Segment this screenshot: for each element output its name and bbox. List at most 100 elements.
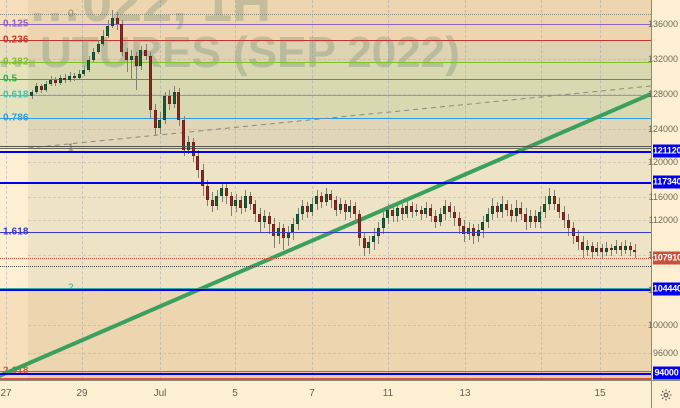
fib-line-2.618[interactable]	[0, 371, 651, 372]
gear-icon[interactable]	[659, 388, 673, 402]
candle-body	[552, 196, 556, 204]
date-tick-Jul: Jul	[153, 388, 167, 399]
candle-body	[367, 242, 371, 248]
candle-body	[405, 206, 409, 214]
candle-body	[486, 214, 489, 222]
support-blue-ray[interactable]	[0, 289, 651, 291]
candle-body	[528, 216, 532, 222]
candle-body	[467, 228, 470, 234]
candle-body	[547, 196, 551, 204]
hgrid-3	[28, 129, 651, 130]
candle-body	[533, 216, 537, 222]
fib-line-0.236[interactable]	[0, 40, 651, 41]
fib-line-0.618[interactable]	[0, 95, 651, 96]
vgrid-7	[541, 0, 542, 380]
candle-body	[395, 208, 399, 216]
price-badge-104440[interactable]: 104440	[653, 282, 680, 296]
bottom-blue-ray[interactable]	[0, 373, 651, 375]
lower-blue-ray[interactable]	[0, 182, 651, 184]
candle-wick	[131, 50, 133, 80]
candle-body	[462, 226, 466, 234]
fib-line-2[interactable]	[0, 288, 651, 289]
candle-body	[106, 26, 109, 36]
date-axis[interactable]: 27 29 Jul 5 7 11 13 15	[0, 380, 651, 408]
candle-body	[609, 248, 613, 250]
price-badge-121120[interactable]: 121120	[653, 144, 680, 158]
candle-body	[500, 204, 504, 212]
candle-body	[243, 196, 247, 208]
date-tick-11: 11	[382, 388, 394, 399]
fib-line-1[interactable]	[0, 148, 651, 149]
candle-body	[319, 196, 323, 202]
bottom-red-ray[interactable]	[0, 378, 651, 380]
fib-line-0[interactable]	[0, 14, 651, 15]
candle-body	[452, 212, 456, 218]
candle-body	[448, 206, 451, 212]
vgrid-6	[465, 0, 466, 380]
upper-dark-ray[interactable]	[0, 146, 651, 147]
candle-body	[267, 216, 271, 224]
candle-body	[429, 208, 432, 216]
trendline-overlay	[0, 85, 651, 378]
mid-blue-ray[interactable]	[0, 232, 651, 233]
candle-body	[576, 236, 580, 242]
candlestick-series	[30, 10, 637, 258]
candle-body	[87, 60, 90, 70]
candle-body	[148, 56, 152, 110]
candle-body	[167, 96, 171, 104]
price-tick-112000: 112000	[648, 215, 678, 225]
candle-body	[505, 204, 508, 210]
date-tick-27: 27	[0, 388, 12, 399]
candle-body	[391, 210, 394, 216]
candle-body	[619, 246, 622, 250]
candle-body	[158, 120, 162, 128]
last-price-ray[interactable]	[0, 258, 651, 259]
candle-body	[215, 196, 219, 206]
secondary-ray[interactable]	[0, 266, 651, 267]
candle-body	[281, 228, 285, 238]
fib-label-0.236: 0.236	[3, 34, 29, 46]
price-badge-94000[interactable]: 94000	[653, 366, 680, 380]
fib-line-0.125[interactable]	[0, 24, 651, 25]
candle-body	[348, 206, 352, 212]
upper-blue-ray[interactable]	[0, 151, 651, 153]
price-badge-107910[interactable]: 107910	[653, 251, 680, 265]
fib-label-1: 1	[68, 142, 74, 154]
hgrid-10	[28, 353, 651, 354]
fib-label-0.125: 0.125	[3, 18, 29, 30]
chart-plot-area[interactable]: …022, 1H …UTURES (SEP 2022) 0 0.125 0.236 0…	[0, 0, 651, 380]
candle-body	[338, 204, 342, 210]
fib-zone-1	[0, 40, 651, 62]
fib-line-0.5[interactable]	[0, 79, 651, 80]
candle-body	[353, 206, 356, 214]
fib-label-0.786: 0.786	[3, 112, 29, 124]
price-tick-132000: 132000	[647, 54, 678, 64]
candle-body	[305, 206, 309, 212]
candle-body	[229, 196, 233, 206]
candle-body	[196, 156, 200, 170]
candle-body	[68, 76, 71, 80]
chart-settings-button[interactable]	[651, 380, 680, 408]
candle-body	[595, 248, 599, 252]
candle-body	[291, 224, 295, 232]
candle-body	[182, 120, 185, 150]
candle-body	[357, 214, 361, 238]
candle-body	[224, 188, 228, 196]
fib-zone-2	[0, 62, 651, 118]
price-badge-117340[interactable]: 117340	[653, 175, 680, 189]
vgrid-1	[82, 0, 83, 380]
candle-body	[581, 242, 584, 250]
candle-body	[134, 56, 138, 66]
vgrid-2	[160, 0, 161, 380]
price-axis[interactable]: 136000 132000 128000 124000 120000 116000 1120…	[647, 0, 680, 380]
candle-body	[438, 214, 442, 222]
candle-body	[538, 212, 542, 222]
candle-body	[53, 80, 57, 83]
fib-line-0.382[interactable]	[0, 62, 651, 63]
candle-body	[310, 204, 314, 212]
date-tick-13: 13	[459, 388, 471, 399]
candle-body	[514, 208, 518, 216]
candle-body	[628, 246, 632, 250]
date-tick-5: 5	[232, 388, 238, 399]
